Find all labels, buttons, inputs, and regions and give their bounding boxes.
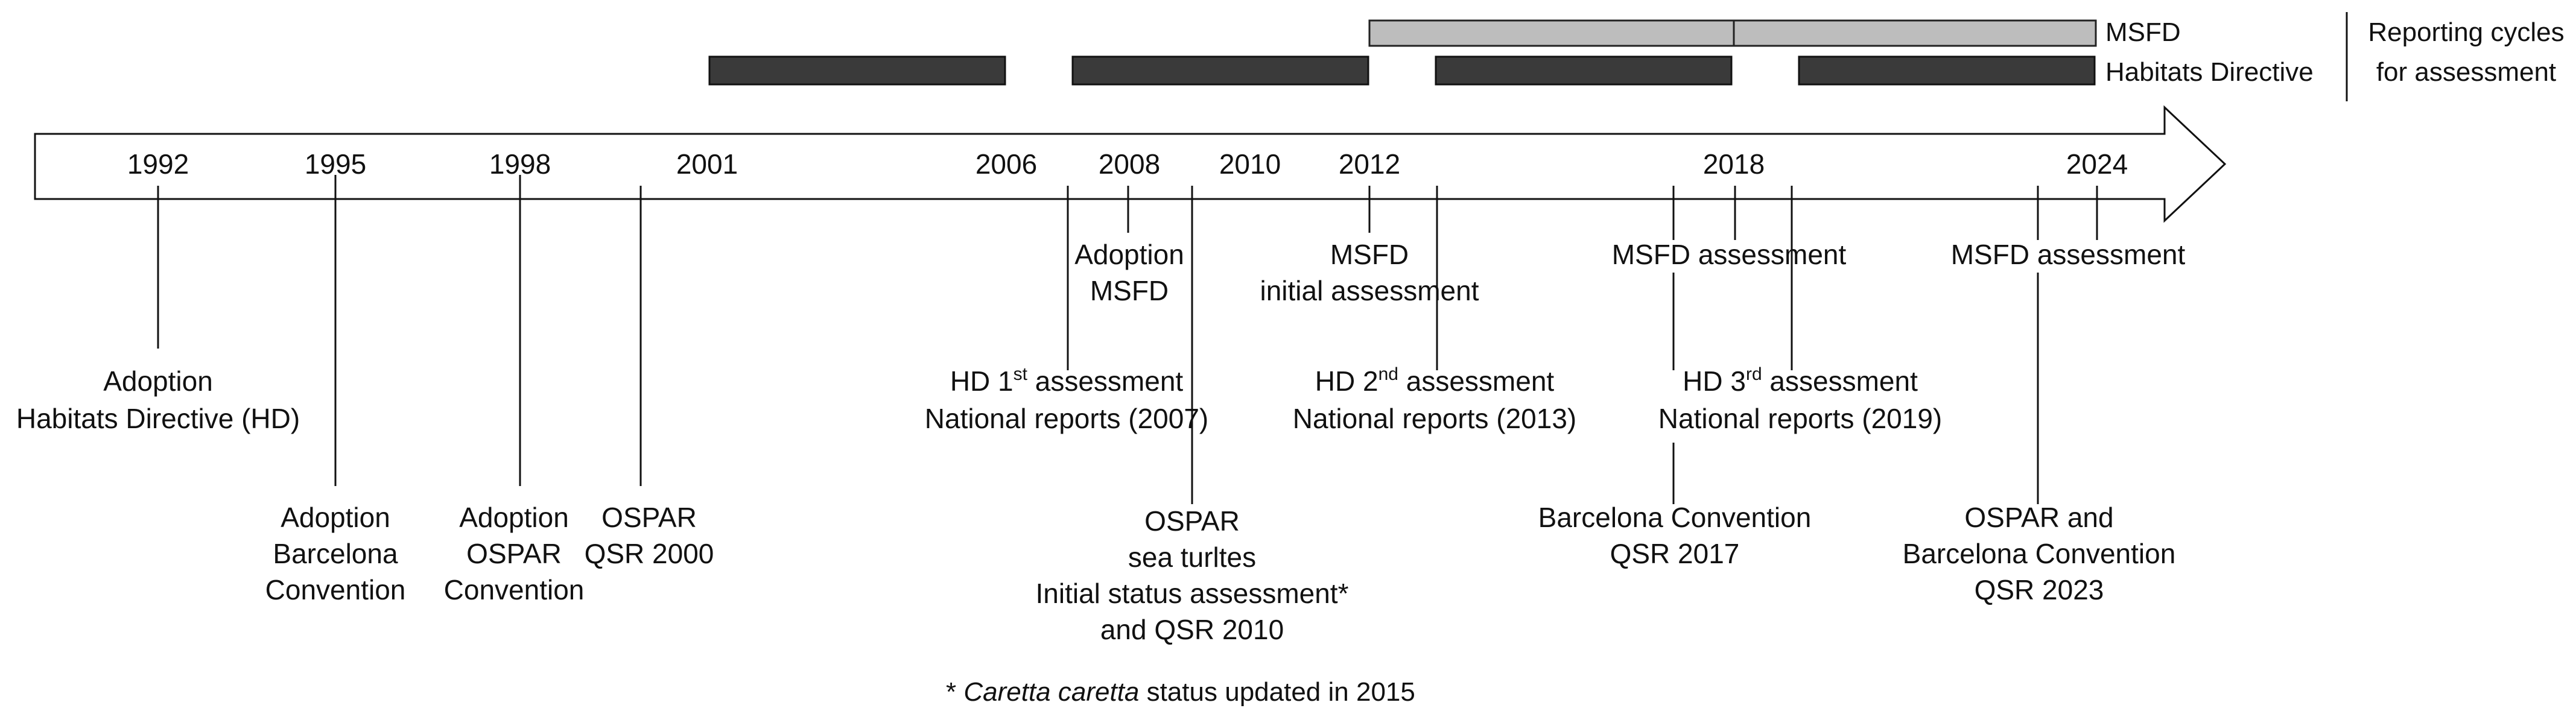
event-hd1-line2: National reports (2007) <box>925 403 1208 434</box>
year-2012: 2012 <box>1339 148 1400 180</box>
reporting-header-line2: for assessment <box>2376 57 2556 87</box>
year-1992: 1992 <box>127 148 189 180</box>
footnote-species: Caretta caretta <box>963 677 1139 707</box>
event-msfd-initial-line1: MSFD <box>1330 239 1409 270</box>
event-hd3-pre: HD 3 <box>1683 365 1746 397</box>
event-ospar-adoption-line2: OSPAR <box>466 538 562 569</box>
msfd-cycle-bar-1 <box>1368 19 1735 47</box>
event-msfd-adoption-line1: Adoption <box>1074 239 1184 270</box>
event-hd2-post: assessment <box>1398 365 1554 397</box>
event-hd3-line2: National reports (2019) <box>1658 403 1942 434</box>
year-2018: 2018 <box>1703 148 1765 180</box>
hd-cycle-bar-4 <box>1798 55 2096 86</box>
hd-cycle-bar-3 <box>1435 55 1733 86</box>
year-2006: 2006 <box>976 148 1037 180</box>
event-ospar-qsr2000-line2: QSR 2000 <box>585 538 714 569</box>
msfd-cycle-bar-2 <box>1733 19 2097 47</box>
event-ospar-turtles-line2: sea turltes <box>1128 542 1256 573</box>
event-ospar-adoption-line1: Adoption <box>459 502 569 533</box>
event-qsr2023-line2: Barcelona Convention <box>1903 538 2176 569</box>
event-hd2-pre: HD 2 <box>1315 365 1378 397</box>
event-barcelona-qsr2017-line2: QSR 2017 <box>1610 538 1740 569</box>
timeline-arrow <box>34 105 2227 223</box>
event-ospar-turtles-line4: and QSR 2010 <box>1100 614 1284 645</box>
hd-cycle-label: Habitats Directive <box>2105 57 2314 87</box>
year-2008: 2008 <box>1099 148 1160 180</box>
footnote-rest: status updated in 2015 <box>1139 677 1415 707</box>
year-2024: 2024 <box>2066 148 2128 180</box>
event-ospar-turtles-line1: OSPAR <box>1144 505 1240 537</box>
event-hd3-sup: rd <box>1746 364 1762 384</box>
year-2010: 2010 <box>1219 148 1281 180</box>
event-hd1-pre: HD 1 <box>950 365 1014 397</box>
hd-cycle-bar-1 <box>708 55 1006 86</box>
event-hd2-line1: HD 2nd assessment <box>1315 364 1555 397</box>
event-hd-adoption-line1: Adoption <box>103 365 213 397</box>
event-qsr2023-line3: QSR 2023 <box>1975 574 2104 605</box>
event-msfd-2018: MSFD assessment <box>1612 239 1847 270</box>
event-ospar-adoption-line3: Convention <box>444 574 585 605</box>
event-hd2-line2: National reports (2013) <box>1293 403 1576 434</box>
connector-lines <box>157 175 2098 504</box>
event-hd3-post: assessment <box>1762 365 1918 397</box>
event-barcelona-adoption-line2: Barcelona <box>273 538 398 569</box>
event-ospar-turtles-line3: Initial status assessment* <box>1035 578 1348 609</box>
event-hd1-line1: HD 1st assessment <box>950 364 1184 397</box>
hd-cycle-bar-2 <box>1071 55 1369 86</box>
footnote-star: * <box>946 677 963 707</box>
event-hd1-sup: st <box>1014 364 1028 384</box>
event-hd-adoption-line2: Habitats Directive (HD) <box>16 403 300 434</box>
event-barcelona-adoption-line3: Convention <box>265 574 406 605</box>
footnote: * Caretta caretta status updated in 2015 <box>946 677 1415 707</box>
event-msfd-2024: MSFD assessment <box>1951 239 2186 270</box>
event-hd1-post: assessment <box>1027 365 1183 397</box>
year-1998: 1998 <box>489 148 551 180</box>
event-msfd-initial-line2: initial assessment <box>1260 275 1479 306</box>
year-1995: 1995 <box>305 148 366 180</box>
year-2001: 2001 <box>676 148 738 180</box>
event-hd2-sup: nd <box>1378 364 1398 384</box>
reporting-header-line1: Reporting cycles <box>2368 17 2564 47</box>
event-barcelona-adoption-line1: Adoption <box>281 502 390 533</box>
event-hd3-line1: HD 3rd assessment <box>1683 364 1918 397</box>
event-qsr2023-line1: OSPAR and <box>1964 502 2113 533</box>
event-ospar-qsr2000-line1: OSPAR <box>601 502 697 533</box>
msfd-cycle-label: MSFD <box>2105 17 2181 47</box>
event-barcelona-qsr2017-line1: Barcelona Convention <box>1538 502 1812 533</box>
event-msfd-adoption-line2: MSFD <box>1090 275 1169 306</box>
